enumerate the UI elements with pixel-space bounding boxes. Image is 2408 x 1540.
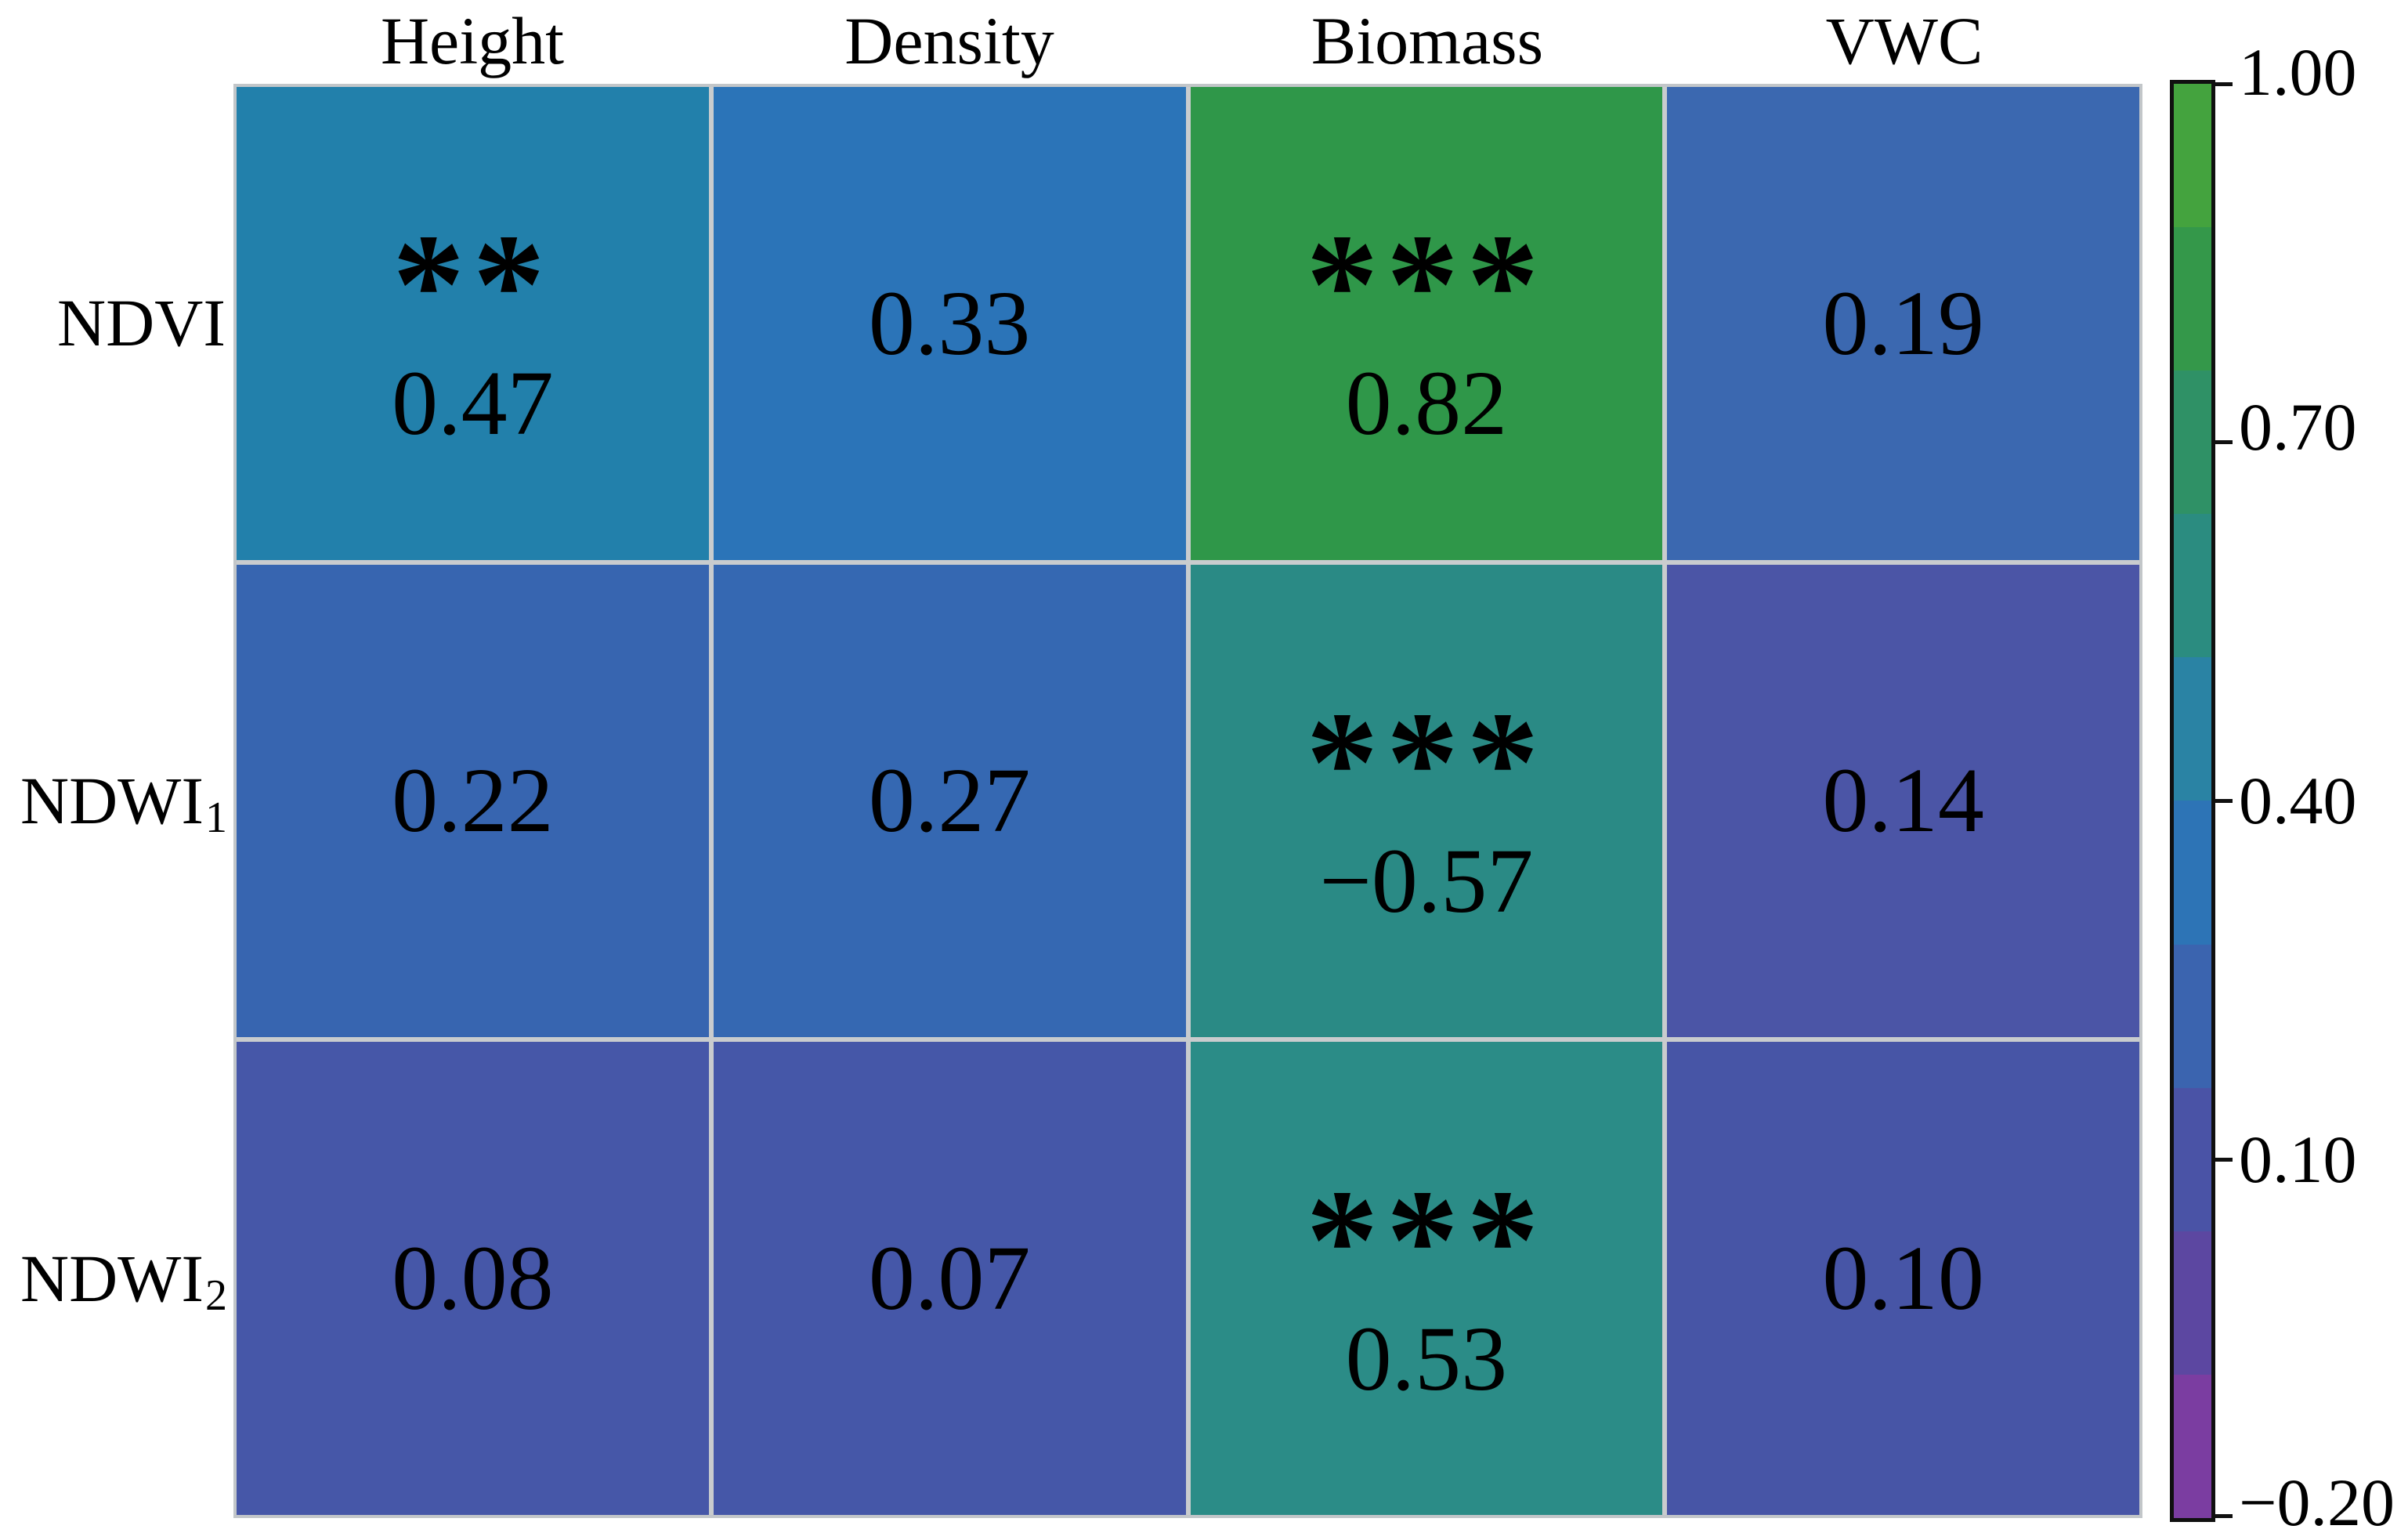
cell-value: 0.22 [392, 749, 554, 852]
column-header-vwc: VWC [1825, 3, 1983, 78]
colorbar-tick-label: 0.40 [2239, 763, 2357, 838]
cell-ndvi-density: 0.33 [713, 87, 1186, 560]
row-label-ndvi: NDVI [0, 272, 227, 374]
colorbar-segment [2174, 1374, 2211, 1518]
row-label-ndwi2: NDWI 2 [0, 1227, 227, 1329]
heatmap-grid: ** 0.47 0.33 *** 0.82 0.19 0.22 0.27 ***… [233, 84, 2142, 1518]
cell-value: 0.10 [1822, 1227, 1984, 1330]
row-label-text: NDWI [20, 1241, 204, 1316]
cell-ndwi2-biomass: *** 0.53 [1190, 1042, 1663, 1515]
cell-ndwi1-density: 0.27 [713, 564, 1186, 1038]
row-label-text: NDVI [57, 285, 226, 360]
colorbar-segment [2174, 84, 2211, 228]
significance-stars: ** [392, 204, 553, 366]
colorbar-segment [2174, 657, 2211, 801]
colorbar-segment [2174, 1087, 2211, 1231]
colorbar-tick [2212, 799, 2233, 803]
cell-ndwi2-height: 0.08 [237, 1042, 709, 1515]
cell-ndvi-biomass: *** 0.82 [1190, 87, 1663, 560]
cell-value: 0.14 [1822, 749, 1984, 852]
colorbar-tick [2212, 440, 2233, 444]
colorbar-segment [2174, 801, 2211, 945]
cell-value: 0.82 [1345, 352, 1508, 455]
colorbar-segment [2174, 1231, 2211, 1375]
colorbar-tick-label: 0.10 [2239, 1122, 2357, 1197]
cell-value: 0.33 [868, 271, 1031, 374]
cell-value: −0.57 [1319, 830, 1534, 933]
cell-value: 0.07 [868, 1227, 1031, 1330]
colorbar-tick-label: −0.20 [2239, 1465, 2395, 1540]
colorbar-segment [2174, 944, 2211, 1088]
significance-stars: *** [1306, 682, 1547, 844]
significance-stars: *** [1306, 204, 1547, 366]
colorbar-tick [2212, 1158, 2233, 1162]
colorbar-segment [2174, 371, 2211, 515]
cell-ndwi1-vwc: 0.14 [1667, 564, 2139, 1038]
row-label-ndwi1: NDWI 1 [0, 750, 227, 851]
cell-value: 0.53 [1345, 1307, 1508, 1410]
cell-value: 0.08 [392, 1227, 554, 1330]
colorbar-tick [2212, 1514, 2233, 1518]
significance-stars: *** [1306, 1159, 1547, 1321]
row-label-text: NDWI [20, 763, 204, 838]
colorbar-tick [2212, 82, 2233, 86]
cell-value: 0.27 [868, 749, 1031, 852]
row-label-subscript: 2 [205, 1271, 227, 1320]
column-header-height: Height [380, 3, 565, 78]
cell-value: 0.47 [392, 352, 554, 455]
colorbar-segment [2174, 514, 2211, 658]
cell-ndwi2-density: 0.07 [713, 1042, 1186, 1515]
cell-value: 0.19 [1822, 271, 1984, 374]
cell-ndwi1-height: 0.22 [237, 564, 709, 1038]
colorbar [2170, 80, 2215, 1522]
cell-ndvi-vwc: 0.19 [1667, 87, 2139, 560]
column-header-biomass: Biomass [1311, 3, 1544, 78]
colorbar-segment [2174, 227, 2211, 371]
colorbar-tick-label: 1.00 [2239, 34, 2357, 110]
row-label-subscript: 1 [205, 793, 227, 842]
cell-ndwi1-biomass: *** −0.57 [1190, 564, 1663, 1038]
colorbar-tick-label: 0.70 [2239, 389, 2357, 465]
column-header-density: Density [844, 3, 1054, 78]
cell-ndwi2-vwc: 0.10 [1667, 1042, 2139, 1515]
cell-ndvi-height: ** 0.47 [237, 87, 709, 560]
